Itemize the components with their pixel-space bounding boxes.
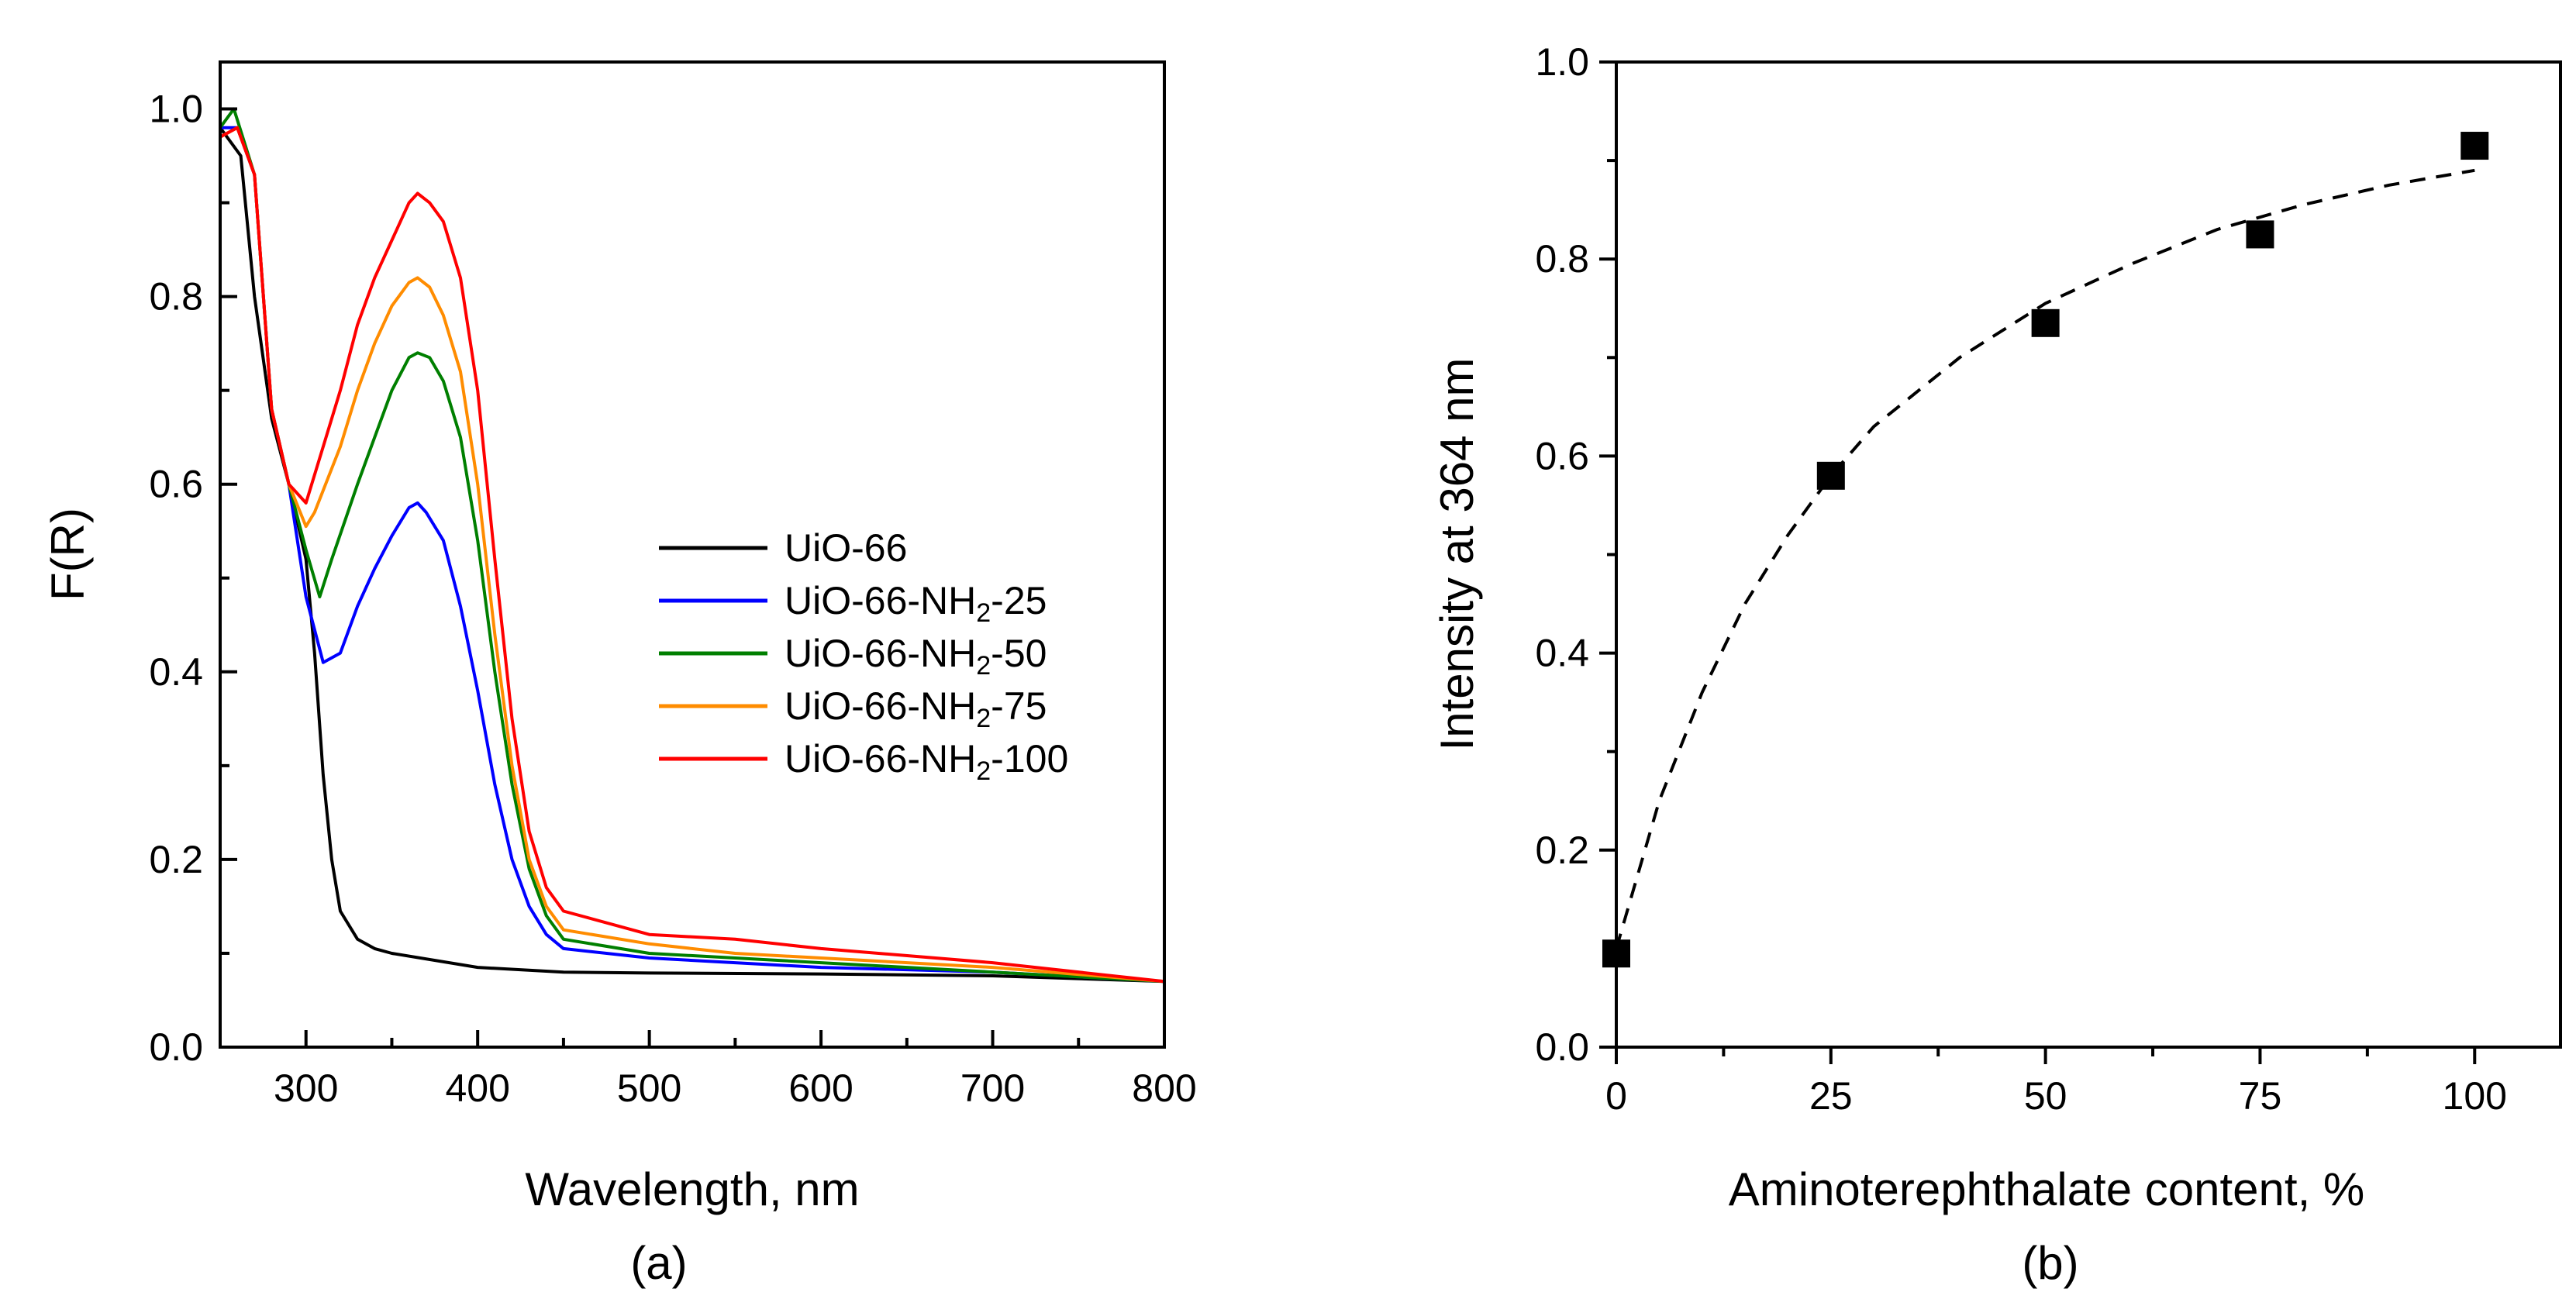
panel-a-series-line-4 <box>219 126 1165 984</box>
panel-a-series-line-3 <box>219 126 1165 984</box>
legend-label-subscript: 2 <box>976 704 991 733</box>
panel-b-x-tick-labels: 0 25 50 75 100 <box>1605 1074 2507 1118</box>
panel-a-x-axis-title: Wavelength, nm <box>525 1163 859 1215</box>
panel-b-data-point-1 <box>1816 461 1845 490</box>
panel-b-x-tick-label: 75 <box>2239 1074 2282 1118</box>
legend-label-subscript: 2 <box>976 651 991 681</box>
legend-label-base: UiO-66-NH <box>785 579 976 622</box>
panel-b-data-point-4 <box>2460 132 2489 160</box>
panel-b-label: (b) <box>2022 1237 2078 1289</box>
panel-b-y-axis-title: Intensity at 364 nm <box>1431 358 1483 751</box>
panel-a-label: (a) <box>630 1237 687 1289</box>
panel-a-y-tick-label: 0.0 <box>149 1025 203 1069</box>
panel-b-x-tick-label: 0 <box>1605 1074 1627 1118</box>
legend-label-suffix: -50 <box>991 632 1047 675</box>
panel-a-series-line-2 <box>219 107 1165 984</box>
panel-b-y-tick-labels: 0.0 0.2 0.4 0.6 0.8 1.0 <box>1535 40 1589 1069</box>
panel-b-axes-frame <box>1615 60 2562 1049</box>
legend-label-0: UiO-66 <box>785 526 907 570</box>
panel-b-x-tick-label: 25 <box>1809 1074 1853 1118</box>
panel-a-x-tick-label: 700 <box>960 1067 1025 1110</box>
panel-b-y-tick-label: 1.0 <box>1535 40 1589 84</box>
panel-a-y-tick-label: 0.4 <box>149 650 203 694</box>
panel-a-y-tick-label: 1.0 <box>149 88 203 131</box>
panel-b-y-tick-label: 0.8 <box>1535 237 1589 281</box>
panel-b-x-axis-title: Aminoterephthalate content, % <box>1729 1163 2365 1215</box>
legend-label-4: UiO-66-NH2-100 <box>785 737 1068 786</box>
legend-label-base: UiO-66-NH <box>785 632 976 675</box>
panel-b-y-tick-label: 0.2 <box>1535 829 1589 872</box>
panel-a-x-tick-label: 600 <box>788 1067 853 1110</box>
panel-b-x-tick-label: 50 <box>2024 1074 2067 1118</box>
legend-label-suffix: -100 <box>991 737 1068 780</box>
panel-b-y-tick-label: 0.0 <box>1535 1025 1589 1069</box>
panel-b-fit-curve <box>1615 168 2475 949</box>
panel-a-x-tick-label: 400 <box>445 1067 509 1110</box>
panel-a-y-tick-labels: 0.0 0.2 0.4 0.6 0.8 1.0 <box>149 88 203 1069</box>
panel-a-legend: UiO-66UiO-66-NH2-25UiO-66-NH2-50UiO-66-N… <box>659 526 1068 786</box>
panel-b-y-tick-label: 0.6 <box>1535 434 1589 477</box>
panel-b-data-point-2 <box>2031 308 2060 337</box>
panel-b-data-point-3 <box>2246 220 2274 249</box>
legend-label-2: UiO-66-NH2-50 <box>785 632 1047 681</box>
panel-a-x-tick-labels: 300 400 500 600 700 800 <box>274 1067 1197 1110</box>
legend-label-suffix: -75 <box>991 684 1047 728</box>
panel-a-y-tick-label: 0.8 <box>149 275 203 319</box>
panel-a-series-line-1 <box>220 126 1165 984</box>
legend-label-base: UiO-66-NH <box>785 737 976 780</box>
legend-label-subscript: 2 <box>976 598 991 628</box>
panel-a-y-tick-label: 0.6 <box>149 463 203 506</box>
panel-a-series-group <box>219 107 1165 984</box>
legend-label-suffix: -25 <box>991 579 1047 622</box>
panel-a-y-tick-label: 0.2 <box>149 838 203 881</box>
panel-b-x-tick-label: 100 <box>2443 1074 2507 1118</box>
panel-b-y-tick-label: 0.4 <box>1535 632 1589 675</box>
legend-label-base: UiO-66 <box>785 526 907 570</box>
panel-a-x-tick-label: 800 <box>1132 1067 1196 1110</box>
panel-b-fit-group <box>1615 168 2475 949</box>
legend-label-1: UiO-66-NH2-25 <box>785 579 1047 628</box>
panel-a-axes-frame <box>219 60 1166 1049</box>
panel-a-spectra-chart: 300 400 500 600 700 800 0.0 0.2 0.4 0.6 0.8 1.0 Wa… <box>42 60 1197 1289</box>
legend-label-subscript: 2 <box>976 756 991 786</box>
legend-label-3: UiO-66-NH2-75 <box>785 684 1047 733</box>
panel-a-x-tick-label: 500 <box>617 1067 681 1110</box>
panel-a-series-line-0 <box>219 126 1165 984</box>
panel-b-intensity-chart: 0 25 50 75 100 0.0 0.2 0.4 0.6 0.8 1.0 Aminoterep… <box>1431 40 2562 1289</box>
panel-a-y-axis-title: F(R) <box>42 508 94 601</box>
panel-a-x-tick-label: 300 <box>274 1067 338 1110</box>
legend-label-base: UiO-66-NH <box>785 684 976 728</box>
